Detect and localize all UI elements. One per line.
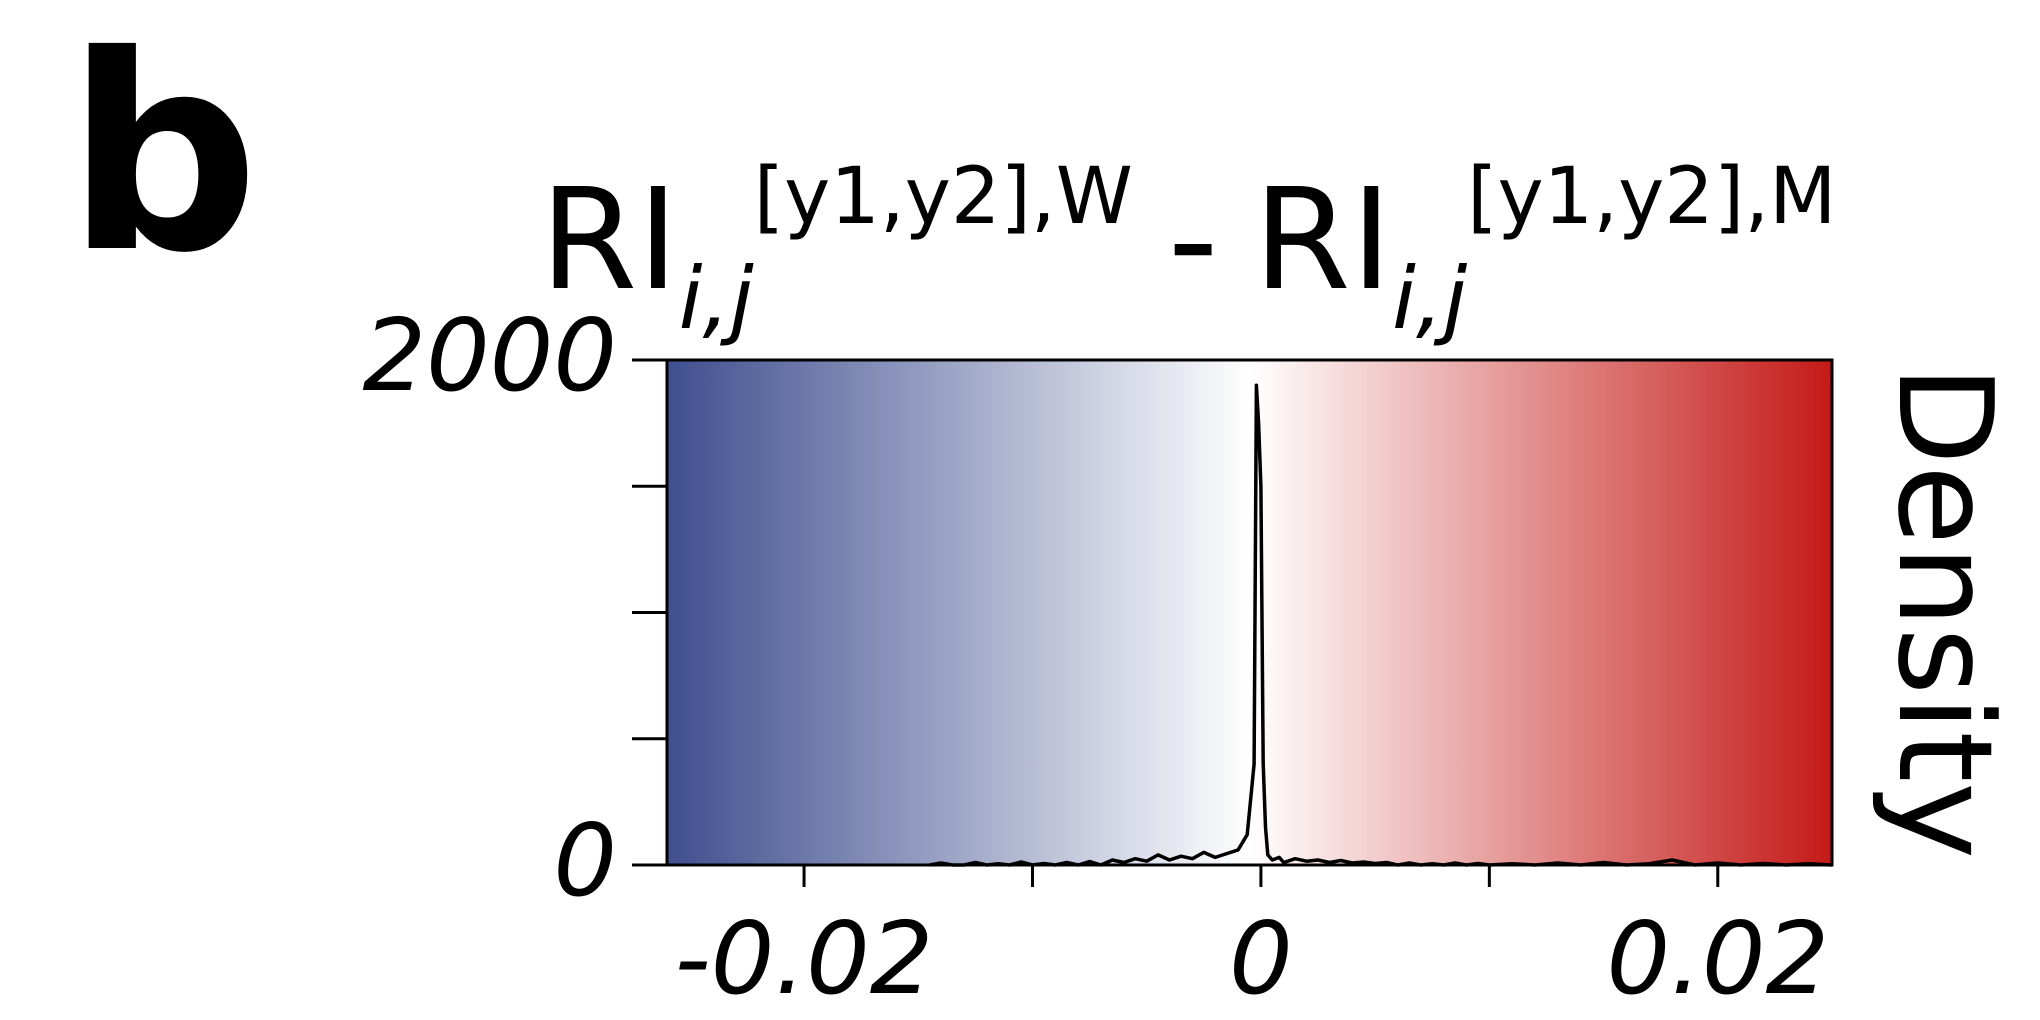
plot-background — [667, 360, 1832, 865]
x-tick-label: -0.02 — [675, 900, 934, 1017]
chart-title: RIi,j[y1,y2],W - RIi,j[y1,y2],M — [540, 152, 1836, 349]
y-axis-label: Density — [1869, 365, 2021, 859]
title-right-subscript: i,j — [1392, 249, 1467, 349]
x-tick-label: 0.02 — [1606, 900, 1829, 1017]
title-right-main: RI — [1253, 159, 1392, 322]
title-left-subscript: i,j — [679, 249, 754, 349]
title-left-main: RI — [540, 159, 679, 322]
y-tick-label: 2000 — [363, 297, 618, 414]
title-left-superscript: [y1,y2],W — [754, 152, 1133, 242]
y-tick-label: 0 — [553, 802, 617, 919]
panel-label: b — [66, 0, 260, 312]
y-axis: 0 2000 — [363, 297, 667, 919]
density-series-line — [929, 383, 1833, 867]
title-operator: - — [1168, 159, 1219, 322]
x-axis: -0.02 0 0.02 — [675, 865, 1829, 1017]
plot-border — [665, 358, 1834, 867]
x-tick-label: 0 — [1229, 900, 1293, 1017]
title-right-superscript: [y1,y2],M — [1467, 152, 1836, 242]
